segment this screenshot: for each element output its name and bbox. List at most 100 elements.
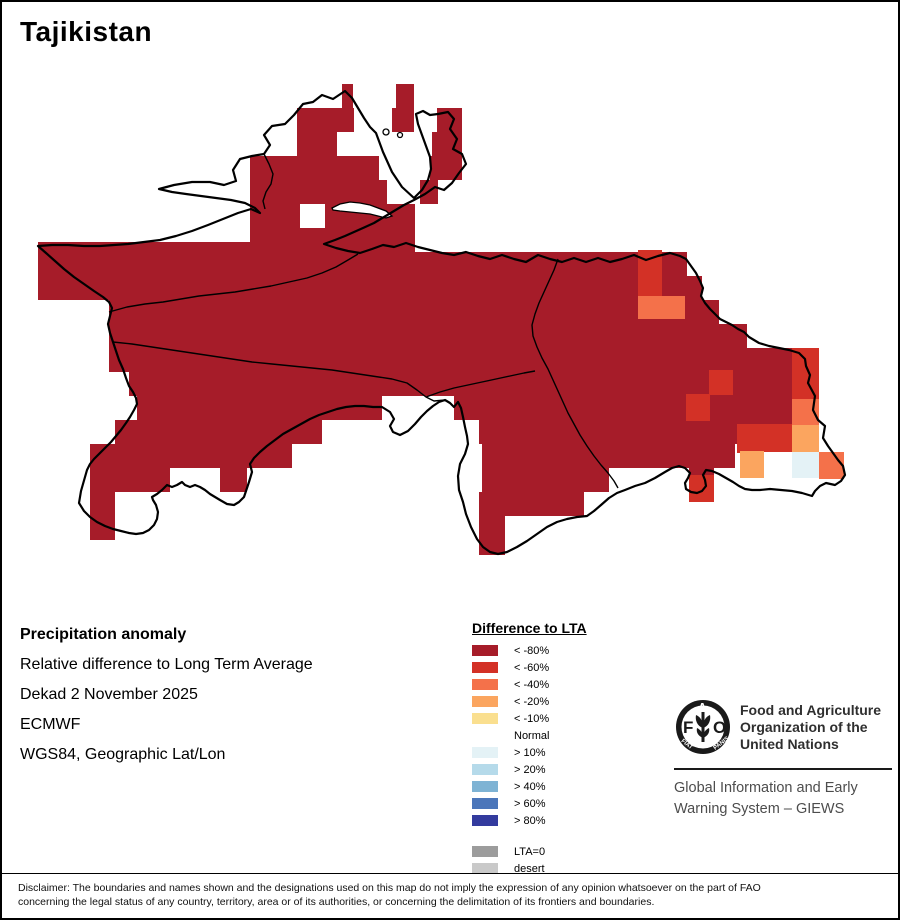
disclaimer: Disclaimer: The boundaries and names sho… (2, 873, 898, 918)
admin-border-line (425, 370, 536, 398)
legend-label: > 60% (514, 797, 546, 810)
legend-swatch (472, 645, 498, 656)
legend-item: < -40% (472, 676, 642, 693)
raster-run (250, 180, 387, 204)
anomaly-cell (737, 424, 792, 453)
info-line: Precipitation anomaly (20, 626, 187, 643)
legend-swatch (472, 730, 498, 741)
legend-item: > 60% (472, 795, 642, 812)
legend-label: desert (514, 862, 545, 875)
giews-name: Global Information and Early Warning Syst… (674, 778, 892, 820)
raster-run (220, 468, 247, 492)
enclave-outline (396, 131, 404, 139)
admin-border-line (531, 258, 619, 489)
map-info-block: Precipitation anomaly Relative difference… (20, 620, 450, 770)
giews-line: Global Information and Early (674, 780, 858, 796)
legend-item: Normal (472, 727, 642, 744)
anomaly-cell (709, 370, 733, 395)
raster-run (482, 468, 609, 492)
raster-run (479, 540, 505, 555)
raster-run (38, 276, 702, 300)
info-line: Relative difference to Long Term Average (20, 656, 313, 673)
raster-run (109, 348, 819, 372)
legend-label: > 10% (514, 746, 546, 759)
legend-swatch (472, 679, 498, 690)
legend-label: < -80% (514, 644, 550, 657)
legend-swatch (472, 815, 498, 826)
legend-label: > 40% (514, 780, 546, 793)
raster-run (38, 242, 415, 252)
admin-border-line (262, 153, 274, 210)
lake-outline (331, 201, 394, 219)
anomaly-cell (792, 425, 819, 452)
raster-run (250, 228, 415, 242)
raster-run (454, 396, 819, 420)
anomaly-cell (819, 452, 844, 479)
anomaly-cell (792, 452, 819, 478)
legend-item: desert (472, 860, 642, 877)
fao-org-name: Food and Agriculture Organization of the U… (740, 698, 881, 753)
fao-block: F A O FIAT PANIS Food and Agriculture Org… (674, 698, 892, 820)
legend-swatch (472, 696, 498, 707)
raster-run (297, 132, 337, 156)
anomaly-cell (686, 394, 710, 421)
raster-run (90, 492, 115, 516)
legend-swatch (472, 747, 498, 758)
fao-logo-letter-a: A (698, 701, 707, 715)
raster-run (482, 444, 735, 468)
anomaly-cell (638, 296, 685, 319)
legend-item: LTA=0 (472, 843, 642, 860)
legend-title: Difference to LTA (472, 620, 587, 636)
raster-run (297, 108, 354, 132)
fao-logo-letter-o: O (713, 718, 726, 737)
enclave-outline (382, 128, 390, 136)
legend-item: > 80% (472, 812, 642, 829)
legend-item: > 40% (472, 778, 642, 795)
raster-run (109, 300, 719, 324)
giews-line: Warning System – GIEWS (674, 801, 845, 817)
anomaly-cell (740, 451, 764, 478)
legend-label: > 20% (514, 763, 546, 776)
legend-item: > 10% (472, 744, 642, 761)
legend-label: < -20% (514, 695, 550, 708)
disclaimer-line: concerning the legal status of any count… (18, 896, 655, 908)
info-line: Dekad 2 November 2025 (20, 686, 198, 703)
info-line: WGS84, Geographic Lat/Lon (20, 746, 226, 763)
fao-org-line: Food and Agriculture (740, 702, 882, 718)
legend-label: < -40% (514, 678, 550, 691)
raster-run (479, 492, 584, 516)
legend-item: < -10% (472, 710, 642, 727)
legend-swatch (472, 863, 498, 874)
admin-border-line (112, 341, 446, 402)
fao-logo-letter-f: F (683, 718, 693, 737)
legend-swatch (472, 713, 498, 724)
legend-swatch (472, 662, 498, 673)
page-title: Tajikistan (20, 16, 153, 47)
legend-label: < -10% (514, 712, 550, 725)
raster-run (90, 444, 292, 468)
raster-run (392, 108, 414, 132)
legend-label: > 80% (514, 814, 546, 827)
legend-swatch (472, 764, 498, 775)
raster-run (109, 324, 747, 348)
legend: Difference to LTA < -80% < -60% < -40% < -2… (472, 620, 642, 877)
fao-separator (674, 768, 892, 770)
raster-run (396, 84, 414, 108)
disclaimer-line: Disclaimer: The boundaries and names sho… (18, 882, 761, 894)
legend-label: Normal (514, 729, 550, 742)
anomaly-cell (689, 475, 714, 502)
legend-swatch (472, 798, 498, 809)
tajikistan-map (36, 84, 847, 556)
raster-run (479, 516, 505, 540)
raster-run (90, 468, 170, 492)
raster-run (115, 420, 322, 444)
legend-label: LTA=0 (514, 845, 546, 858)
legend-item: > 20% (472, 761, 642, 778)
fao-org-line: Organization of the (740, 719, 868, 735)
legend-label: < -60% (514, 661, 550, 674)
admin-border-line (108, 253, 359, 313)
info-line: ECMWF (20, 716, 81, 733)
fao-org-line: United Nations (740, 736, 839, 752)
raster-run (38, 252, 687, 276)
